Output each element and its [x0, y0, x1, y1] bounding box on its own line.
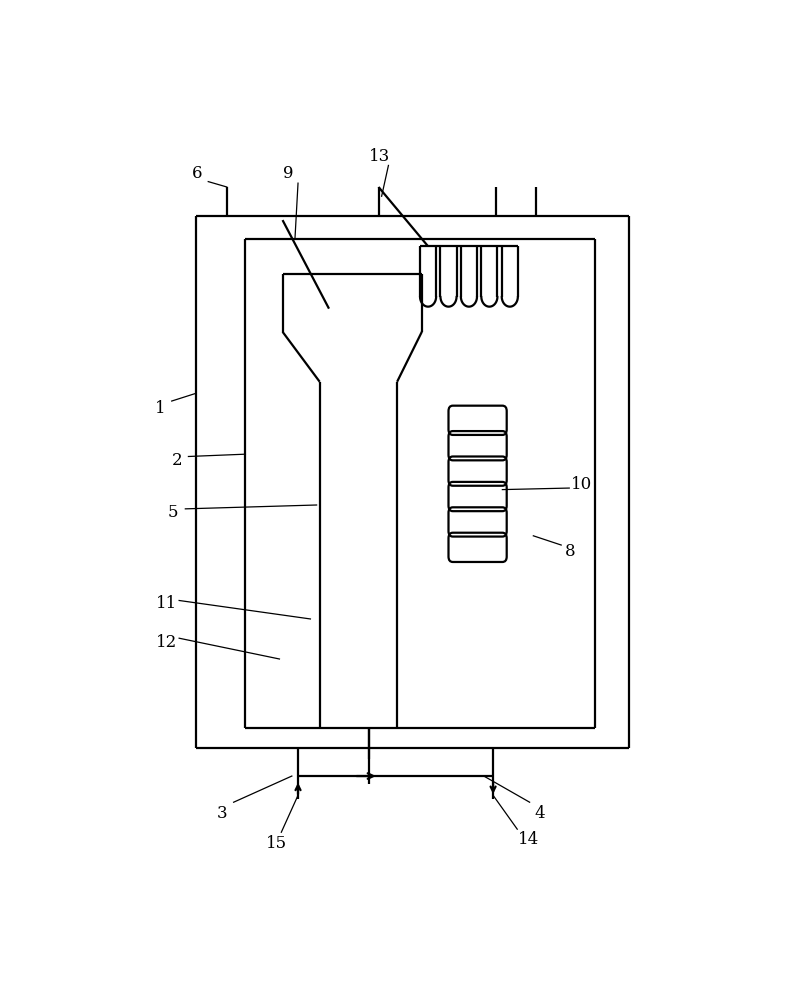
Text: 1: 1: [155, 400, 166, 417]
Text: 9: 9: [284, 165, 294, 182]
Text: 15: 15: [266, 835, 287, 852]
Text: 3: 3: [217, 804, 228, 822]
Text: 2: 2: [172, 452, 183, 469]
Text: 10: 10: [571, 476, 592, 493]
Text: 8: 8: [565, 543, 576, 560]
Text: 5: 5: [168, 504, 178, 521]
Text: 6: 6: [192, 165, 202, 182]
Text: 11: 11: [156, 595, 177, 612]
Text: 12: 12: [156, 634, 177, 651]
Text: 14: 14: [518, 831, 539, 848]
Text: 4: 4: [535, 804, 545, 822]
Text: 13: 13: [369, 148, 391, 165]
